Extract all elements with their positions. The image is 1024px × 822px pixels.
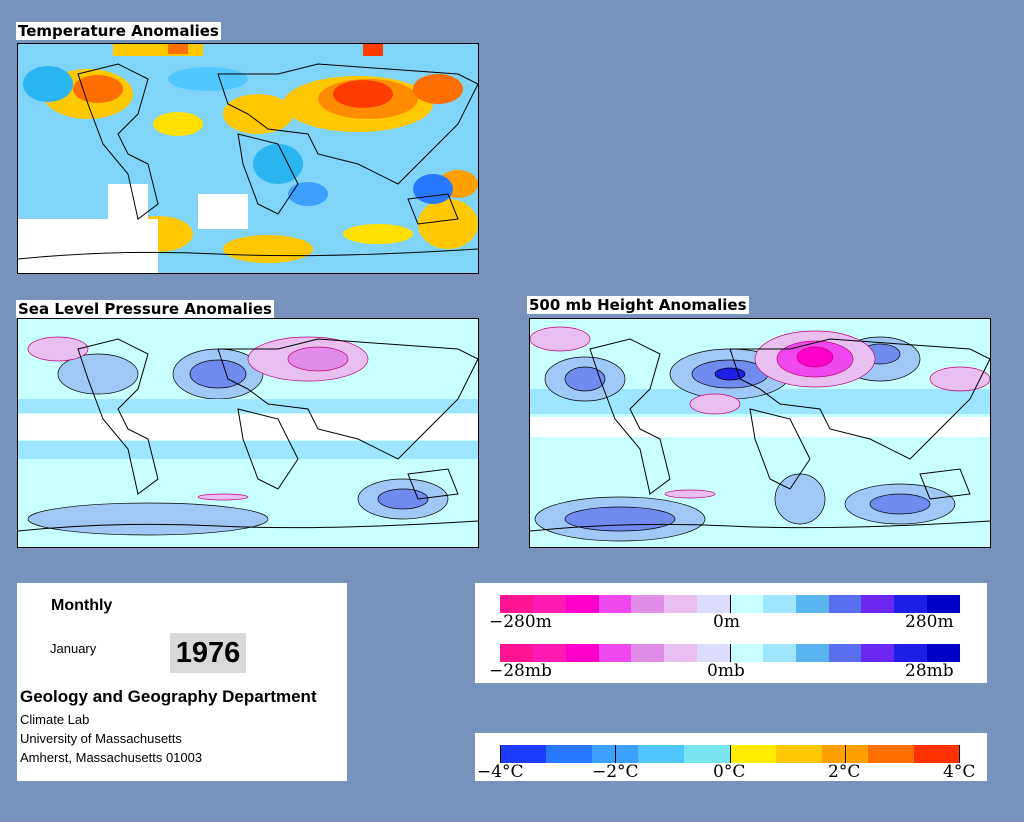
temperature-swatch-5 (684, 745, 730, 763)
department-name: Geology and Geography Department (20, 687, 317, 706)
height-swatch-13 (894, 595, 928, 613)
coastlines (18, 63, 478, 260)
height-swatch-9 (762, 595, 796, 613)
temperature-swatch-4 (638, 745, 684, 763)
pressure-swatch-14 (927, 644, 961, 662)
coastlines (18, 338, 478, 532)
slp-missing-band (18, 414, 478, 440)
height-swatch-7 (697, 595, 731, 613)
pressure-swatch-6 (664, 644, 698, 662)
pressure-max-label: 28mb (905, 661, 954, 681)
height-swatch-8 (730, 595, 763, 613)
height-swatch-2 (532, 595, 566, 613)
temp-label-2: −2°C (592, 762, 639, 782)
temp-label-4: 2°C (828, 762, 861, 782)
pressure-swatch-7 (697, 644, 731, 662)
slp-anomaly-map (17, 318, 479, 548)
height-zero-label: 0m (713, 612, 740, 632)
temperature-anomaly-map (17, 43, 479, 274)
pressure-swatch-8 (730, 644, 763, 662)
slp-negative-contours (18, 348, 478, 536)
height-color-bar (500, 595, 961, 613)
height-swatch-12 (861, 595, 895, 613)
anomaly-legend: −280m 0m 280m −28mb 0mb 28mb (475, 583, 987, 683)
temperature-swatch-2 (546, 745, 592, 763)
pressure-swatch-5 (631, 644, 665, 662)
temperature-cold-patches (23, 66, 453, 206)
temperature-legend: −4°C −2°C 0°C 2°C 4°C (475, 733, 987, 781)
temperature-swatch-1 (500, 745, 546, 763)
coastlines (530, 338, 990, 532)
height-min-label: −280m (489, 612, 552, 632)
address: Amherst, Massachusetts 01003 (20, 750, 203, 765)
height-swatch-6 (664, 595, 698, 613)
height-swatch-14 (927, 595, 961, 613)
missing-data-areas (18, 184, 248, 273)
height-swatch-11 (828, 595, 862, 613)
height-map-title: 500 mb Height Anomalies (527, 296, 749, 314)
temperature-swatch-10 (914, 745, 960, 763)
temp-tick-4 (845, 745, 846, 763)
pressure-swatch-2 (532, 644, 566, 662)
height-swatch-4 (598, 595, 632, 613)
pressure-min-label: −28mb (489, 661, 552, 681)
university-name: University of Massachusetts (20, 731, 182, 746)
temperature-map-title: Temperature Anomalies (16, 22, 221, 40)
year-label: 1976 (170, 633, 246, 673)
temperature-swatch-6 (730, 745, 776, 763)
temp-tick-5 (959, 745, 960, 763)
height-swatch-5 (631, 595, 665, 613)
slp-map-title: Sea Level Pressure Anomalies (16, 300, 274, 318)
temp-label-1: −4°C (477, 762, 524, 782)
pressure-swatch-10 (795, 644, 829, 662)
temp-tick-3 (730, 745, 731, 763)
lab-name: Climate Lab (20, 712, 90, 727)
pressure-color-bar (500, 644, 961, 662)
temperature-color-bar (500, 745, 960, 763)
temp-label-5: 4°C (943, 762, 976, 782)
period-label: Monthly (51, 597, 113, 614)
height-swatch-3 (565, 595, 599, 613)
pressure-swatch-11 (828, 644, 862, 662)
info-panel: Monthly January 1976 Geology and Geograp… (17, 583, 347, 781)
temp-tick-2 (615, 745, 616, 763)
pressure-zero-label: 0mb (707, 661, 745, 681)
pressure-swatch-13 (894, 644, 928, 662)
pressure-swatch-12 (861, 644, 895, 662)
pressure-swatch-1 (500, 644, 533, 662)
height-max-label: 280m (905, 612, 954, 632)
height-swatch-10 (795, 595, 829, 613)
height-positive-contours (530, 326, 990, 499)
pressure-swatch-9 (762, 644, 796, 662)
temp-label-3: 0°C (713, 762, 746, 782)
temp-tick-1 (500, 745, 501, 763)
height-swatch-1 (500, 595, 533, 613)
temperature-swatch-9 (868, 745, 914, 763)
height-zero-tick (730, 595, 731, 613)
pressure-swatch-4 (598, 644, 632, 662)
height-missing-band (530, 417, 990, 437)
month-label: January (50, 641, 97, 656)
pressure-zero-tick (730, 644, 731, 662)
height-anomaly-map (529, 318, 991, 548)
slp-positive-contours (27, 336, 369, 501)
temperature-swatch-7 (776, 745, 822, 763)
pressure-swatch-3 (565, 644, 599, 662)
